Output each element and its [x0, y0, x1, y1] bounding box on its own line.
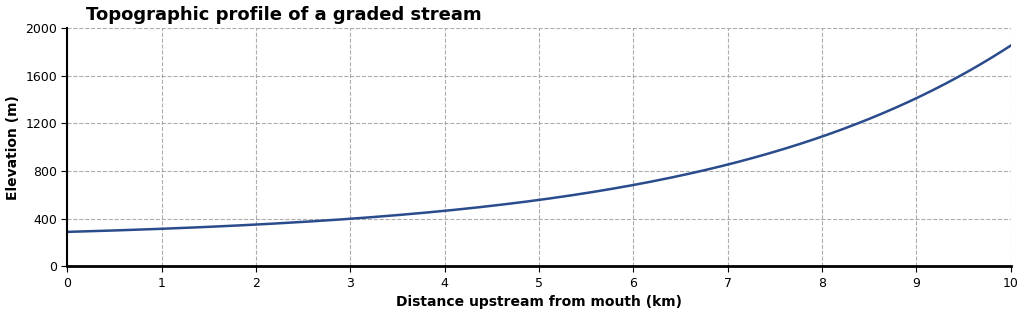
X-axis label: Distance upstream from mouth (km): Distance upstream from mouth (km) [396, 295, 682, 309]
Text: Topographic profile of a graded stream: Topographic profile of a graded stream [86, 6, 482, 24]
Y-axis label: Elevation (m): Elevation (m) [5, 95, 19, 200]
